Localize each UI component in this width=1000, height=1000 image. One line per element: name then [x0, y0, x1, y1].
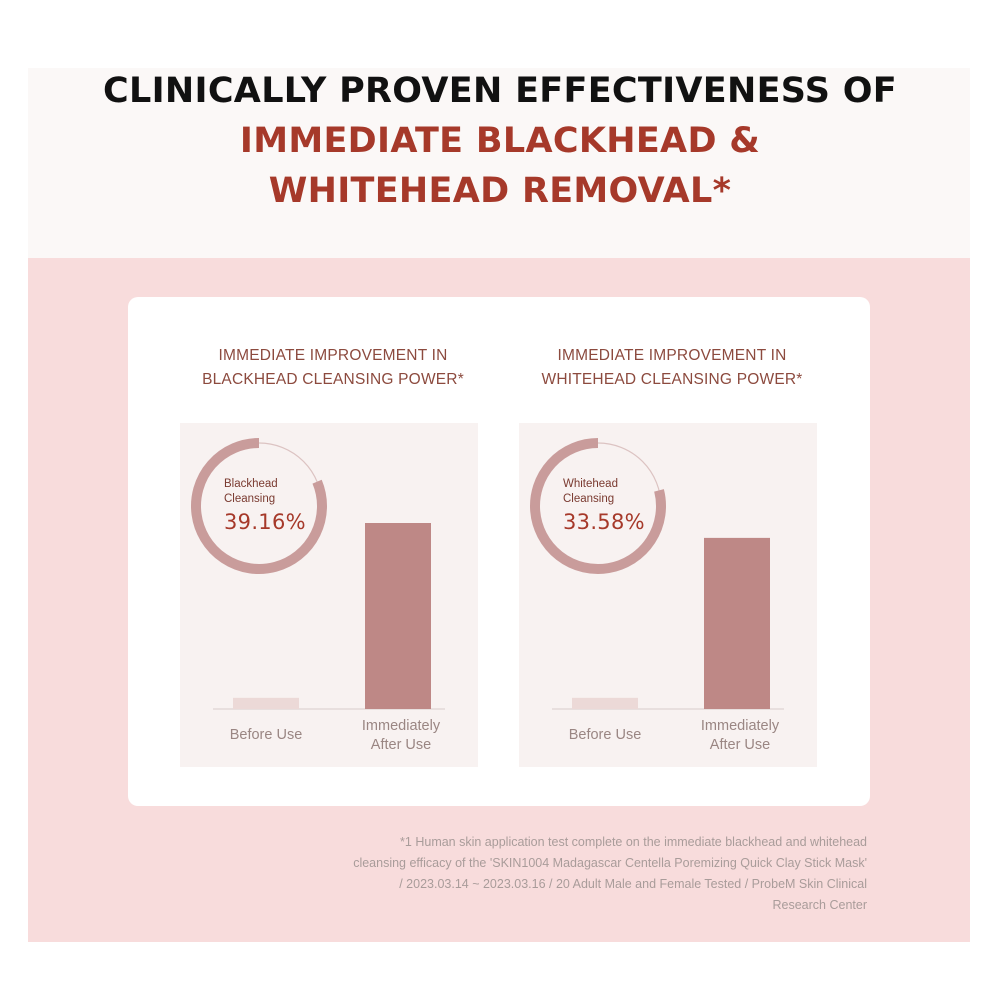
chart-svg [530, 438, 784, 710]
chart-title-whitehead: IMMEDIATE IMPROVEMENT IN WHITEHEAD CLEAN… [502, 344, 842, 392]
tick-label-after: Immediately After Use [680, 717, 800, 755]
chart-title-line: WHITEHEAD CLEANSING POWER* [541, 371, 803, 388]
footnote-line: *1 Human skin application test complete … [400, 835, 867, 849]
ring-value-whitehead: 33.58% [563, 510, 645, 534]
bar-before-use [572, 697, 638, 709]
chart-blackhead: Blackhead Cleansing 39.16% Before Use Im… [180, 423, 478, 767]
bar-before-use [233, 697, 299, 709]
footnote-line: / 2023.03.14 ~ 2023.03.16 / 20 Adult Mal… [399, 877, 867, 891]
title-line-1: CLINICALLY PROVEN EFFECTIVENESS OF [103, 71, 897, 111]
tick-label-after: Immediately After Use [341, 717, 461, 755]
tick-label-before: Before Use [206, 726, 326, 745]
ring-label-line: Blackhead [224, 478, 278, 490]
chart-svg [191, 438, 445, 710]
ring-label-line: Cleansing [224, 493, 276, 505]
header-band [28, 68, 970, 258]
ring-arc [191, 438, 327, 574]
tick-label-line: Before Use [568, 727, 642, 743]
chart-title-line: IMMEDIATE IMPROVEMENT IN [218, 347, 448, 364]
tick-label-line: Immediately [700, 718, 780, 734]
ring-label-line: Cleansing [563, 493, 615, 505]
ring-label-blackhead: Blackhead Cleansing [224, 477, 278, 507]
title-line-2: IMMEDIATE BLACKHEAD & [239, 121, 761, 161]
tick-label-line: After Use [370, 737, 432, 753]
title-line-3: WHITEHEAD REMOVAL* [268, 171, 732, 211]
footnote: *1 Human skin application test complete … [220, 832, 867, 916]
chart-whitehead: Whitehead Cleansing 33.58% Before Use Im… [519, 423, 817, 767]
page-title: CLINICALLY PROVEN EFFECTIVENESS OF IMMED… [0, 66, 1000, 216]
tick-label-before: Before Use [545, 726, 665, 745]
ring-label-line: Whitehead [563, 478, 618, 490]
ring-label-whitehead: Whitehead Cleansing [563, 477, 618, 507]
footnote-line: Research Center [772, 898, 868, 912]
tick-label-line: Immediately [361, 718, 441, 734]
ring-arc [530, 438, 666, 574]
bar-after-use [365, 523, 431, 709]
chart-title-blackhead: IMMEDIATE IMPROVEMENT IN BLACKHEAD CLEAN… [163, 344, 503, 392]
bar-after-use [704, 537, 770, 709]
chart-title-line: BLACKHEAD CLEANSING POWER* [202, 371, 464, 388]
tick-label-line: After Use [709, 737, 771, 753]
ring-value-blackhead: 39.16% [224, 510, 306, 534]
tick-label-line: Before Use [229, 727, 303, 743]
footnote-line: cleansing efficacy of the 'SKIN1004 Mada… [353, 856, 867, 870]
chart-title-line: IMMEDIATE IMPROVEMENT IN [557, 347, 787, 364]
